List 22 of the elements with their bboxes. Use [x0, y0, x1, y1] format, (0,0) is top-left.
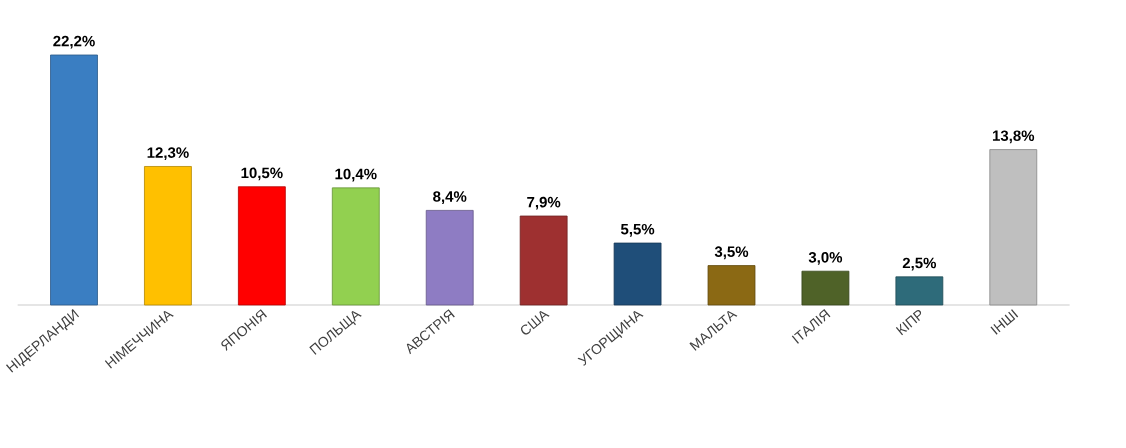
data-label: 8,4% — [433, 191, 467, 204]
bar — [801, 270, 850, 306]
data-label: 10,4% — [335, 168, 377, 182]
data-label: 22,2% — [53, 35, 95, 49]
bar — [237, 186, 286, 306]
bar — [895, 276, 944, 306]
data-label: 3,5% — [714, 246, 749, 260]
bar — [331, 187, 380, 306]
bar — [613, 242, 662, 306]
bar — [144, 166, 192, 306]
bar — [707, 265, 756, 306]
bar — [50, 54, 98, 306]
data-label: 3,0% — [808, 252, 843, 265]
data-label: 10,5% — [241, 167, 283, 181]
bar — [425, 209, 474, 306]
data-label: 5,5% — [620, 223, 655, 237]
data-label: 7,9% — [527, 196, 561, 210]
bar — [989, 149, 1038, 306]
bar — [519, 215, 568, 306]
data-label: 13,8% — [992, 130, 1035, 144]
data-label: 12,3% — [147, 147, 189, 161]
data-label: 2,5% — [902, 257, 937, 271]
